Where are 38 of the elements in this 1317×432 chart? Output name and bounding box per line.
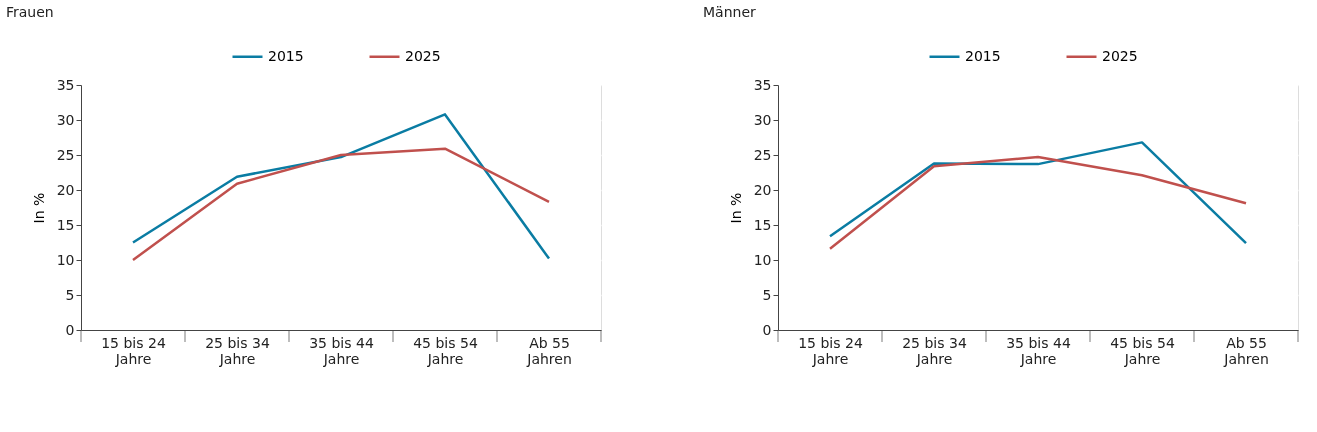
y-tick-label: 5 (762, 286, 772, 303)
y-tick-label: 0 (65, 321, 75, 338)
y-tick-label: 5 (65, 286, 75, 303)
line-series (828, 155, 1248, 251)
y-tick-label: 20 (753, 181, 772, 198)
x-tick-label: Ab 55 Jahren (1223, 334, 1269, 367)
legend-label: 2015 (268, 47, 304, 64)
y-tick-label: 30 (753, 111, 772, 128)
x-tick-label: 45 bis 54 Jahre (413, 334, 478, 367)
x-tick-label: Ab 55 Jahren (526, 334, 572, 367)
x-tick-label: 15 bis 24 Jahre (798, 334, 863, 367)
y-tick-label: 25 (753, 146, 772, 163)
x-tick-label: 15 bis 24 Jahre (101, 334, 166, 367)
legend-label: 2025 (405, 47, 441, 64)
y-tick-label: 25 (56, 146, 75, 163)
y-tick-label: 10 (56, 251, 75, 268)
x-tick-label: 25 bis 34 Jahre (902, 334, 967, 367)
y-tick-label: 35 (753, 76, 772, 93)
legend-label: 2015 (965, 47, 1001, 64)
x-tick-label: 25 bis 34 Jahre (205, 334, 270, 367)
y-axis-title: In % (727, 192, 744, 224)
y-tick-label: 10 (753, 251, 772, 268)
line-series (131, 147, 551, 262)
legend-label: 2025 (1102, 47, 1138, 64)
x-tick-label: 35 bis 44 Jahre (1006, 334, 1071, 367)
y-tick-label: 35 (56, 76, 75, 93)
chart-title: Männer (703, 4, 757, 20)
line-series (131, 113, 551, 260)
y-tick-label: 15 (56, 216, 75, 233)
chart-title: Frauen (6, 4, 54, 20)
y-tick-label: 15 (753, 216, 772, 233)
x-tick-label: 45 bis 54 Jahre (1110, 334, 1175, 367)
y-tick-label: 30 (56, 111, 75, 128)
y-tick-label: 0 (762, 321, 772, 338)
y-axis-title: In % (30, 192, 47, 224)
y-tick-label: 20 (56, 181, 75, 198)
line-series (828, 141, 1248, 245)
x-tick-label: 35 bis 44 Jahre (309, 334, 374, 367)
